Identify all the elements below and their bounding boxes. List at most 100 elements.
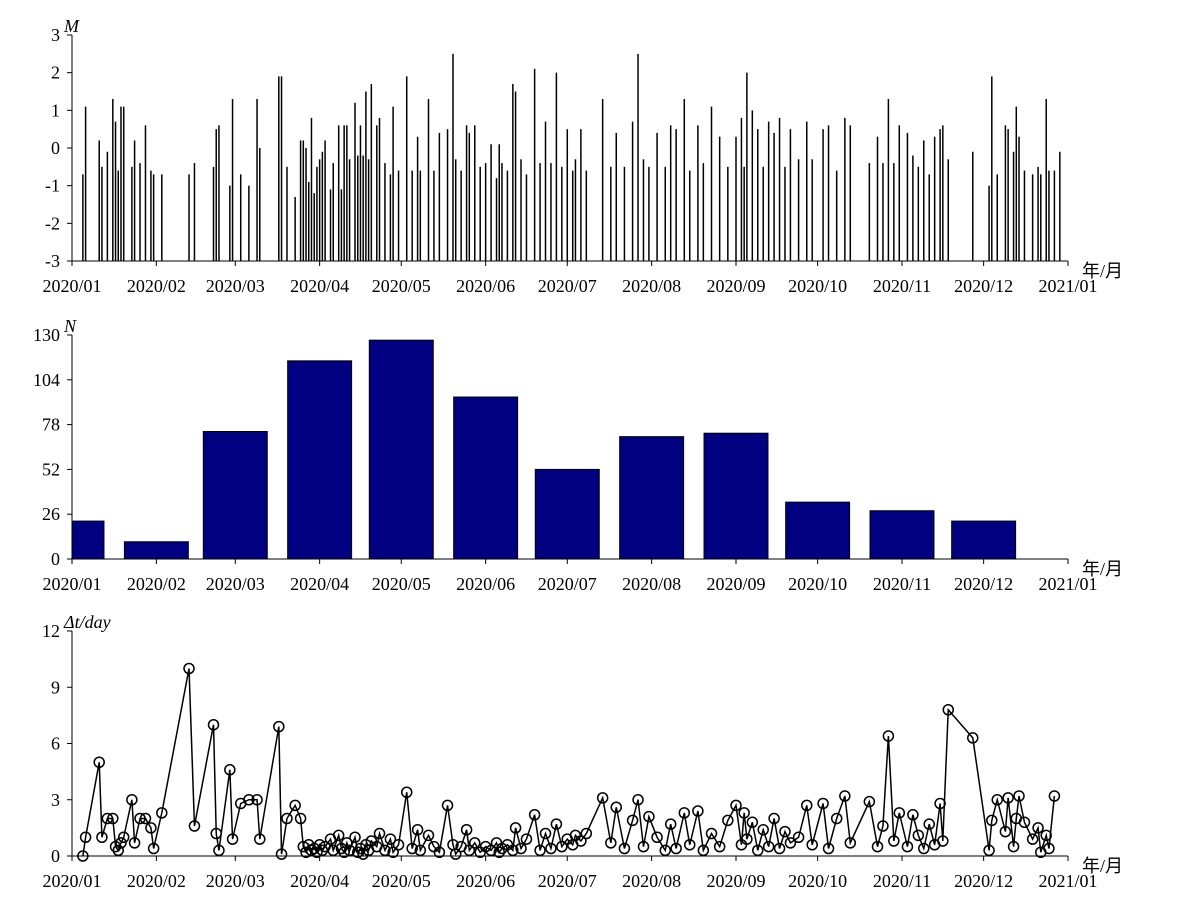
- marker: [406, 842, 418, 855]
- marker: [664, 818, 677, 830]
- bar: [785, 501, 851, 560]
- marker: [539, 827, 552, 840]
- x-tick-label: 2020/09: [706, 574, 765, 594]
- marker: [730, 799, 742, 812]
- marker: [96, 831, 108, 843]
- marker: [433, 846, 446, 858]
- x-tick-label: 2020/10: [788, 276, 847, 296]
- x-tick-label: 2020/07: [538, 871, 597, 891]
- y-axis-label: M: [63, 16, 80, 36]
- marker: [213, 844, 225, 857]
- marker: [289, 799, 301, 812]
- marker: [341, 837, 353, 849]
- marker: [792, 831, 805, 843]
- marker: [313, 839, 326, 851]
- y-tick-label: 78: [42, 415, 60, 435]
- x-tick-label: 2020/05: [372, 276, 431, 296]
- marker: [281, 812, 293, 825]
- marker: [1026, 833, 1039, 845]
- marker: [183, 662, 195, 675]
- marker: [550, 818, 563, 830]
- x-tick-label: 2020/11: [873, 574, 931, 594]
- bar: [453, 396, 519, 560]
- marker: [507, 844, 519, 857]
- x-tick-label: 2020/01: [42, 276, 101, 296]
- marker: [117, 831, 130, 843]
- marker: [515, 842, 527, 855]
- x-tick-label: 2020/07: [538, 574, 597, 594]
- marker: [967, 732, 979, 744]
- x-tick-label: 2020/09: [706, 276, 765, 296]
- marker: [509, 822, 522, 834]
- marker: [156, 807, 168, 819]
- marker: [1048, 790, 1061, 802]
- marker: [115, 837, 127, 849]
- x-tick-label: 2020/06: [456, 574, 515, 594]
- bar: [202, 430, 268, 560]
- marker: [1007, 840, 1020, 853]
- marker: [207, 719, 220, 731]
- marker: [188, 820, 201, 832]
- marker: [871, 840, 884, 853]
- marker: [112, 844, 125, 857]
- bar: [869, 510, 935, 560]
- marker: [651, 831, 663, 843]
- x-tick-label: 2020/03: [206, 574, 265, 594]
- marker: [422, 829, 435, 842]
- marker: [147, 842, 160, 855]
- marker: [520, 833, 533, 845]
- x-tick-label: 2020/03: [206, 276, 265, 296]
- marker: [844, 837, 857, 849]
- x-tick-label: 2020/04: [290, 276, 349, 296]
- marker: [618, 842, 631, 855]
- bar: [71, 520, 105, 560]
- marker: [327, 844, 339, 857]
- marker: [387, 846, 399, 858]
- marker: [224, 764, 236, 776]
- marker: [683, 839, 696, 851]
- marker: [469, 837, 481, 849]
- y-tick-label: 130: [33, 325, 60, 345]
- marker: [882, 730, 895, 742]
- marker: [210, 827, 222, 840]
- marker: [275, 848, 288, 860]
- y-tick-label: 0: [51, 846, 60, 866]
- bar: [619, 436, 685, 560]
- x-axis-label: 年/月: [1082, 559, 1123, 579]
- marker: [107, 812, 119, 825]
- marker: [243, 794, 255, 806]
- y-tick-label: 12: [42, 621, 60, 641]
- y-tick-label: 1: [51, 100, 60, 120]
- bar: [123, 541, 189, 560]
- bar: [534, 468, 600, 560]
- marker: [580, 827, 593, 840]
- marker: [1040, 829, 1052, 842]
- marker: [983, 844, 995, 857]
- marker: [942, 704, 955, 716]
- line: [82, 668, 1056, 857]
- y-tick-label: 9: [51, 677, 60, 697]
- marker: [991, 794, 1003, 806]
- marker: [741, 833, 753, 845]
- marker: [738, 807, 750, 819]
- marker: [528, 809, 541, 821]
- x-tick-label: 2020/04: [290, 574, 349, 594]
- marker: [705, 827, 718, 840]
- marker: [79, 831, 92, 843]
- marker: [692, 805, 704, 817]
- marker: [918, 842, 930, 855]
- y-tick-label: 26: [42, 504, 60, 524]
- marker: [273, 720, 285, 733]
- marker: [128, 837, 141, 849]
- x-tick-label: 2020/12: [954, 276, 1013, 296]
- x-tick-label: 2020/07: [538, 276, 597, 296]
- x-tick-label: 2020/08: [622, 276, 681, 296]
- marker: [460, 824, 473, 836]
- x-tick-label: 2020/11: [873, 276, 931, 296]
- marker: [556, 840, 568, 853]
- marker: [893, 807, 906, 819]
- x-tick-label: 2020/01: [42, 574, 101, 594]
- marker: [934, 797, 946, 810]
- x-tick-label: 2020/06: [456, 871, 515, 891]
